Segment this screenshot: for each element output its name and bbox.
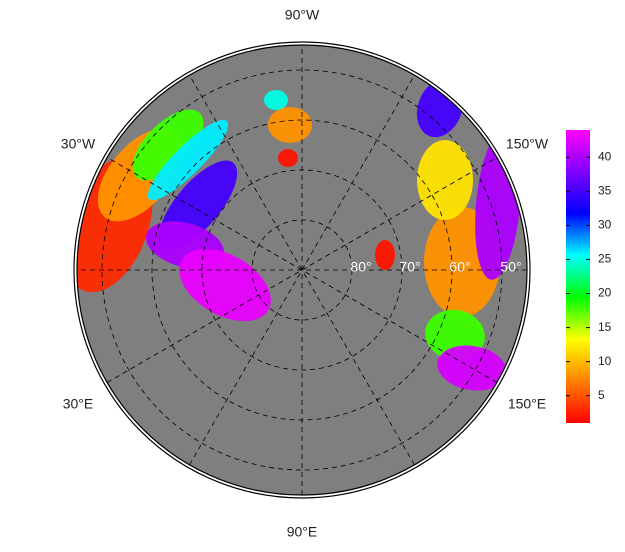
field-patch bbox=[417, 140, 473, 220]
meridian bbox=[102, 154, 502, 386]
map-border bbox=[76, 44, 528, 496]
colorbar-ticks: 5 10 15 20 25 30 35 40 bbox=[566, 149, 612, 402]
field-patch bbox=[147, 119, 229, 201]
lat-label: 70° bbox=[399, 259, 420, 275]
colorbar-tick-label: 35 bbox=[598, 183, 612, 197]
lat-circle bbox=[101, 69, 503, 471]
lon-label: 150°W bbox=[506, 136, 549, 152]
lon-label: 30°E bbox=[63, 396, 94, 412]
lon-label: 90°W bbox=[285, 7, 320, 23]
field-patch bbox=[264, 90, 288, 110]
colorbar-tick-label: 40 bbox=[598, 149, 612, 163]
colorbar-tick-label: 15 bbox=[598, 320, 612, 334]
lat-label: 80° bbox=[350, 259, 371, 275]
field-patch bbox=[278, 149, 298, 167]
lon-label: 30°W bbox=[61, 136, 96, 152]
field-patch bbox=[268, 107, 312, 143]
colorbar-tick-label: 20 bbox=[598, 286, 612, 300]
colorbar-tick-label: 10 bbox=[598, 354, 612, 368]
field-patch bbox=[132, 109, 204, 181]
lat-label: 50° bbox=[500, 259, 521, 275]
map-border-outer bbox=[73, 41, 531, 499]
lat-label: 60° bbox=[449, 259, 470, 275]
lon-label: 90°E bbox=[287, 524, 318, 540]
field-patch bbox=[375, 240, 395, 270]
colorbar-tick-label: 5 bbox=[598, 388, 605, 402]
colorbar bbox=[566, 130, 590, 423]
colorbar-tick-label: 25 bbox=[598, 252, 612, 266]
lon-label: 150°E bbox=[508, 396, 546, 412]
graticule bbox=[77, 45, 527, 495]
colorbar-tick-label: 30 bbox=[598, 218, 612, 232]
